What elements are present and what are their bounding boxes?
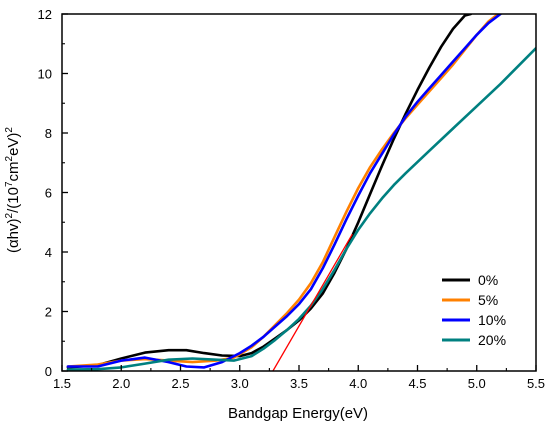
y-tick-label: 8 xyxy=(45,126,52,141)
series-line-1 xyxy=(66,14,500,368)
y-tick-label: 10 xyxy=(38,67,52,82)
y-tick-label: 4 xyxy=(45,245,52,260)
x-tick-label: 2.0 xyxy=(112,376,130,391)
legend-label-3: 20% xyxy=(478,332,506,348)
axes xyxy=(61,13,537,372)
legend-label-1: 5% xyxy=(478,292,498,308)
series-line-2 xyxy=(66,14,502,369)
series-line-3 xyxy=(66,46,536,371)
x-tick-label: 4.0 xyxy=(349,376,367,391)
x-tick-label: 2.5 xyxy=(171,376,189,391)
legend-label-2: 10% xyxy=(478,312,506,328)
series-lines xyxy=(66,14,536,371)
legend: 0% 5% 10% 20% xyxy=(442,272,506,348)
x-tick-label: 3.5 xyxy=(290,376,308,391)
y-tick-label: 6 xyxy=(45,186,52,201)
tick-labels: 1.5 2.0 2.5 3.0 3.5 4.0 4.5 5.0 5.5 0 2 4 6 8 10 12 xyxy=(38,7,546,391)
x-tick-label: 5.5 xyxy=(527,376,545,391)
series-line-0 xyxy=(66,14,473,369)
y-tick-label: 0 xyxy=(45,364,52,379)
y-tick-label: 12 xyxy=(38,7,52,22)
x-tick-label: 3.0 xyxy=(231,376,249,391)
tangent-line xyxy=(272,233,353,371)
legend-label-0: 0% xyxy=(478,272,498,288)
x-axis-title: Bandgap Energy(eV) xyxy=(228,405,368,422)
x-tick-label: 4.5 xyxy=(408,376,426,391)
y-tick-label: 2 xyxy=(45,305,52,320)
x-tick-label: 5.0 xyxy=(468,376,486,391)
x-tick-label: 1.5 xyxy=(53,376,71,391)
y-axis-title: (αhv)2/(107cm2eV)2 xyxy=(4,127,22,253)
